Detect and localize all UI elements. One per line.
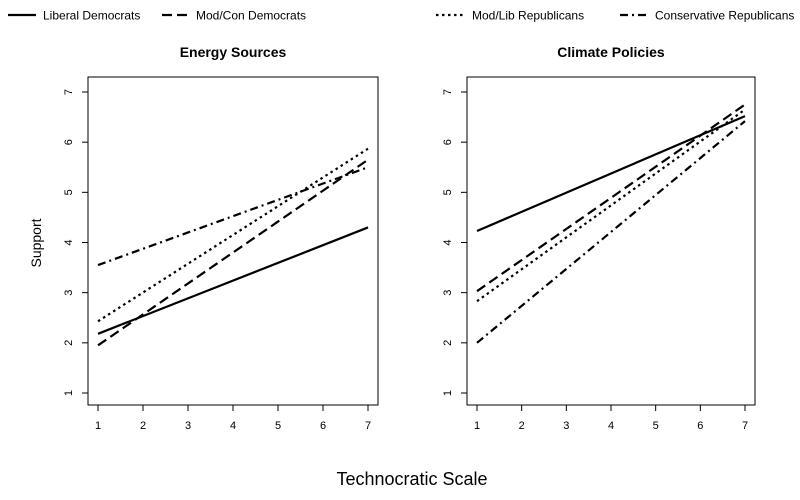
y-tick-label: 2 [442, 340, 454, 346]
panel-title: Energy Sources [180, 44, 287, 60]
y-tick-label: 3 [442, 290, 454, 296]
y-tick-label: 6 [63, 139, 75, 145]
series-line-liberal-democrats [97, 226, 369, 335]
series-line-mod-con-democrats [97, 158, 369, 347]
y-tick-label: 5 [442, 189, 454, 195]
y-tick-label: 4 [63, 239, 75, 245]
y-tick-label: 1 [63, 390, 75, 396]
panel-title: Climate Policies [557, 44, 665, 60]
x-tick-label: 5 [275, 420, 281, 432]
y-tick-label: 2 [63, 340, 75, 346]
x-tick-label: 2 [519, 420, 525, 432]
series-line-mod-lib-republicans [97, 147, 369, 323]
x-axis: 1 2 3 4 5 6 7 [474, 404, 748, 432]
legend-item: Liberal Democrats [8, 9, 140, 23]
y-tick-label: 7 [442, 89, 454, 95]
y-tick-label: 4 [442, 239, 454, 245]
legend-item: Mod/Con Democrats [162, 9, 306, 23]
x-tick-label: 4 [230, 420, 236, 432]
legend-item: Mod/Lib Republicans [436, 9, 584, 23]
plot-frame [466, 76, 756, 406]
x-tick-label: 3 [185, 420, 191, 432]
y-axis: 1 2 3 4 5 6 7 [63, 89, 88, 396]
series-line-mod-con-democrats [476, 103, 746, 293]
x-axis-label: Technocratic Scale [336, 469, 487, 489]
x-tick-label: 7 [742, 420, 748, 432]
y-tick-label: 3 [63, 290, 75, 296]
panel-energy-sources: Energy Sources 1 2 3 4 5 6 7 1 2 3 4 5 6 7 [63, 44, 379, 432]
x-tick-label: 5 [653, 420, 659, 432]
y-tick-label: 6 [442, 139, 454, 145]
x-tick-label: 4 [608, 420, 614, 432]
legend-label: Liberal Democrats [43, 9, 140, 23]
x-axis: 1 2 3 4 5 6 7 [95, 404, 371, 432]
series-line-mod-lib-republicans [476, 108, 746, 303]
legend-label: Conservative Republicans [655, 9, 794, 23]
y-tick-label: 7 [63, 89, 75, 95]
x-tick-label: 6 [320, 420, 326, 432]
x-tick-label: 7 [365, 420, 371, 432]
legend-label: Mod/Con Democrats [196, 9, 306, 23]
y-tick-label: 5 [63, 189, 75, 195]
legend: Liberal Democrats Mod/Con Democrats Mod/Li… [8, 9, 794, 23]
y-tick-label: 1 [442, 390, 454, 396]
x-tick-label: 6 [697, 420, 703, 432]
legend-label: Mod/Lib Republicans [472, 9, 584, 23]
x-tick-label: 1 [474, 420, 480, 432]
y-axis: 1 2 3 4 5 6 7 [442, 89, 467, 396]
panel-climate-policies: Climate Policies 1 2 3 4 5 6 7 1 2 3 4 5 6 7 [442, 44, 756, 432]
series-line-conservative-republicans [97, 166, 369, 267]
x-tick-label: 3 [563, 420, 569, 432]
y-axis-label: Support [28, 218, 44, 267]
x-tick-label: 2 [140, 420, 146, 432]
series-line-conservative-republicans [476, 120, 746, 344]
x-tick-label: 1 [95, 420, 101, 432]
legend-item: Conservative Republicans [620, 9, 794, 23]
